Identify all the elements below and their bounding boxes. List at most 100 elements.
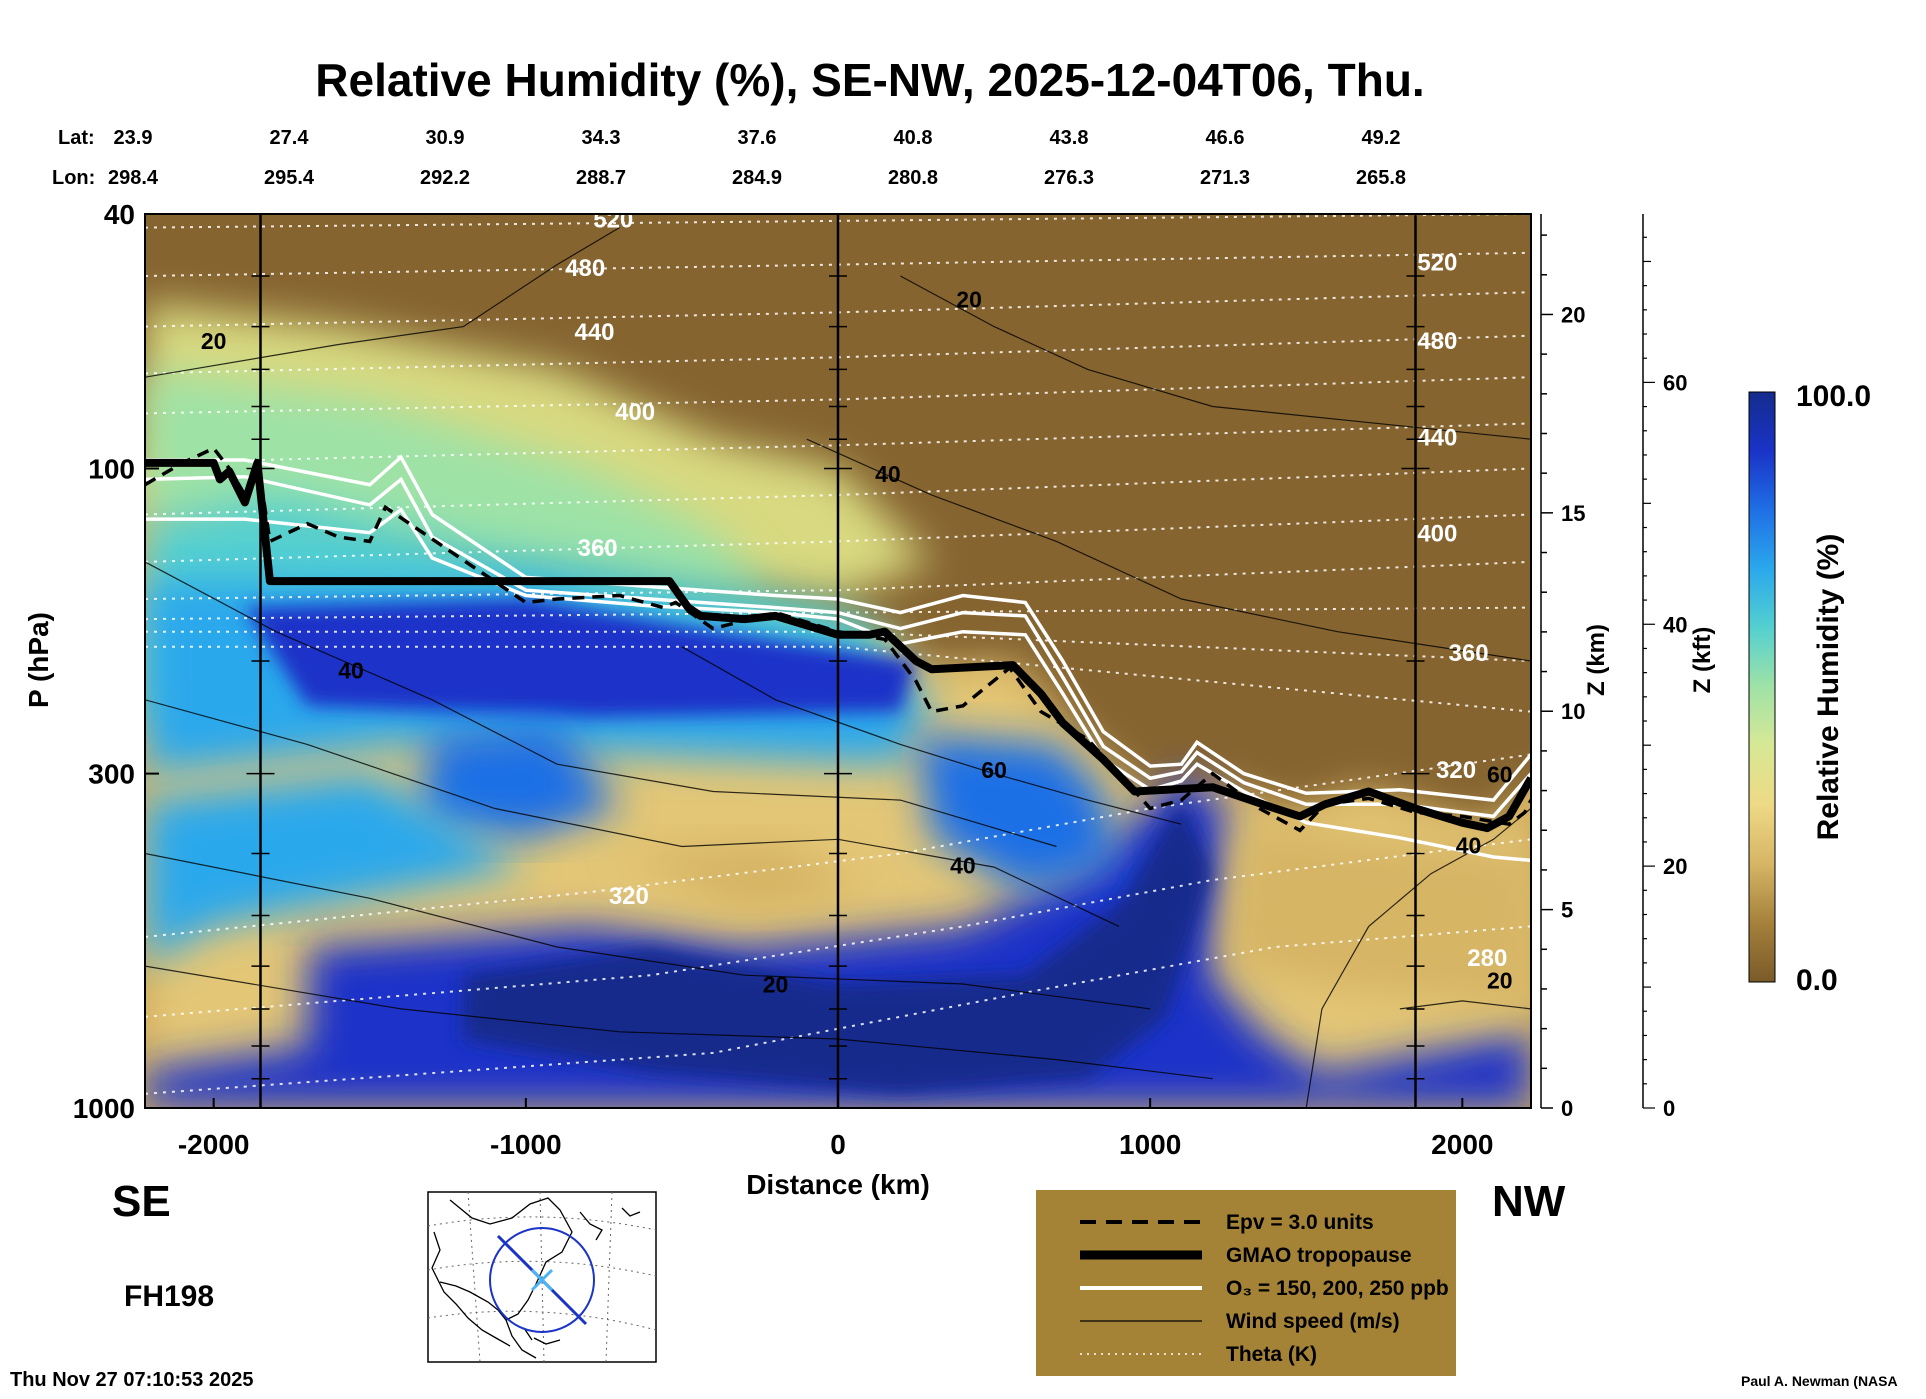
legend-label: Wind speed (m/s) <box>1226 1310 1400 1333</box>
wind-label-9: 20 <box>1487 967 1513 993</box>
z-kft-tick-label: 40 <box>1663 612 1687 637</box>
wind-contour-8 <box>1305 807 1531 1108</box>
ozone-line-150 <box>145 454 1531 802</box>
z-km-tick-label: 15 <box>1561 501 1585 526</box>
forecast-hour: FH198 <box>124 1280 214 1313</box>
wind-contour-7 <box>806 438 1531 662</box>
y-tick-label: 1000 <box>73 1093 135 1124</box>
lon-value: 288.7 <box>576 167 626 189</box>
lower-left-moist <box>145 773 526 967</box>
dry-intrusion <box>619 839 870 916</box>
wind-label-1: 40 <box>338 657 364 683</box>
contour-overlays: 5204804404003603205204804404003603202802… <box>145 207 1531 1108</box>
mid-moist-column <box>416 723 620 840</box>
theta-label-3: 400 <box>615 399 655 426</box>
z-kft-tick-label: 20 <box>1663 854 1687 879</box>
lat-value: 43.8 <box>1050 127 1089 149</box>
theta-label-12: 280 <box>1467 945 1507 972</box>
theta-label-8: 440 <box>1417 424 1457 451</box>
z-kft-axis-label: Z (kft) <box>1689 627 1716 694</box>
wind-label-7: 60 <box>1487 762 1513 788</box>
colorbar <box>1748 391 1776 983</box>
credit: Paul A. Newman (NASA <box>1741 1373 1898 1389</box>
lat-value: 49.2 <box>1362 127 1401 149</box>
z-kft-tick-label: 0 <box>1663 1096 1675 1121</box>
tropopause-line <box>145 458 1531 833</box>
wind-contour-6 <box>900 275 1531 440</box>
wind-contour-4 <box>145 965 1213 1080</box>
ozone-line-200 <box>145 474 1531 819</box>
x-tick-label: -2000 <box>178 1129 250 1160</box>
wind-label-2: 40 <box>875 461 901 487</box>
wind-label-0: 20 <box>201 328 227 354</box>
wind-contour-3 <box>145 852 1151 1010</box>
legend-label: Theta (K) <box>1226 1343 1317 1366</box>
y-tick-label: 300 <box>88 759 135 790</box>
theta-contour-12 <box>145 753 1531 938</box>
theta-label-2: 440 <box>574 319 614 346</box>
x-tick-label: 2000 <box>1431 1129 1493 1160</box>
theta-label-9: 400 <box>1417 520 1457 547</box>
lon-value: 298.4 <box>108 167 159 189</box>
lat-value: 46.6 <box>1206 127 1245 149</box>
lat-lon-tick-labels: 23.9 298.4 27.4 295.4 30.9 292.2 34.3 288.7 37.6… <box>108 127 1406 189</box>
lat-value: 27.4 <box>270 127 310 149</box>
theta-label-7: 480 <box>1417 328 1457 355</box>
legend-label: Epv = 3.0 units <box>1226 1211 1374 1234</box>
theta-label-1: 480 <box>565 255 605 282</box>
upper-moist-core <box>244 599 916 718</box>
lon-value: 295.4 <box>264 167 315 189</box>
green-band <box>145 369 776 599</box>
theta-label-5: 320 <box>609 883 649 910</box>
x-axis-label: Distance (km) <box>746 1169 930 1200</box>
wind-contour-2 <box>145 699 1120 927</box>
lon-value: 276.3 <box>1044 167 1094 189</box>
colorbar-min-label: 0.0 <box>1796 964 1838 997</box>
lon-value: 284.9 <box>732 167 782 189</box>
lat-value: 37.6 <box>738 127 777 149</box>
lon-value: 280.8 <box>888 167 938 189</box>
y-tick-label: 100 <box>88 453 135 484</box>
z-km-axis-label: Z (km) <box>1583 624 1610 696</box>
wind-label-8: 40 <box>1456 833 1482 859</box>
theta-label-4: 360 <box>578 535 618 562</box>
wind-contour-5 <box>681 646 1182 825</box>
x-tick-label: -1000 <box>490 1129 562 1160</box>
x-tick-label: 0 <box>830 1129 846 1160</box>
z-km-tick-label: 20 <box>1561 302 1585 327</box>
colorbar-max-label: 100.0 <box>1796 380 1871 413</box>
lon-value: 271.3 <box>1200 167 1250 189</box>
lon-value: 292.2 <box>420 167 470 189</box>
theta-label-10: 360 <box>1449 640 1489 667</box>
se-end-label: SE <box>112 1177 171 1226</box>
wind-label-3: 20 <box>956 286 982 312</box>
theta-label-0: 520 <box>593 207 633 234</box>
wind-contour-1 <box>145 561 1057 848</box>
lat-value: 23.9 <box>114 127 153 149</box>
wind-label-5: 40 <box>950 853 976 879</box>
wind-contour-9 <box>1399 1000 1531 1010</box>
lat-value: 40.8 <box>894 127 933 149</box>
locator-map <box>427 1191 657 1363</box>
locator-range-circle <box>489 1227 595 1333</box>
y-tick-label: 40 <box>104 199 135 230</box>
x-tick-label: 1000 <box>1119 1129 1181 1160</box>
tropopause-fold-moist <box>916 733 1119 893</box>
wind-label-6: 20 <box>763 972 789 998</box>
legend-label: GMAO tropopause <box>1226 1244 1412 1267</box>
locator-center-marker <box>530 1268 554 1292</box>
chart-title: Relative Humidity (%), SE-NW, 2025-12-04… <box>315 54 1424 106</box>
lower-moist-core <box>463 800 1213 1094</box>
z-kft-tick-label: 60 <box>1663 370 1687 395</box>
wind-contour-0 <box>145 227 620 378</box>
lat-value: 30.9 <box>426 127 465 149</box>
lon-value: 265.8 <box>1356 167 1406 189</box>
theta-label-11: 320 <box>1436 757 1476 784</box>
z-km-tick-label: 10 <box>1561 699 1585 724</box>
z-km-tick-label: 5 <box>1561 898 1573 923</box>
z-km-tick-label: 0 <box>1561 1096 1573 1121</box>
lat-value: 34.3 <box>582 127 621 149</box>
axes: -2000 -1000 0 1000 2000100030010040051015200… <box>73 199 1688 1160</box>
wind-label-4: 60 <box>981 757 1007 783</box>
